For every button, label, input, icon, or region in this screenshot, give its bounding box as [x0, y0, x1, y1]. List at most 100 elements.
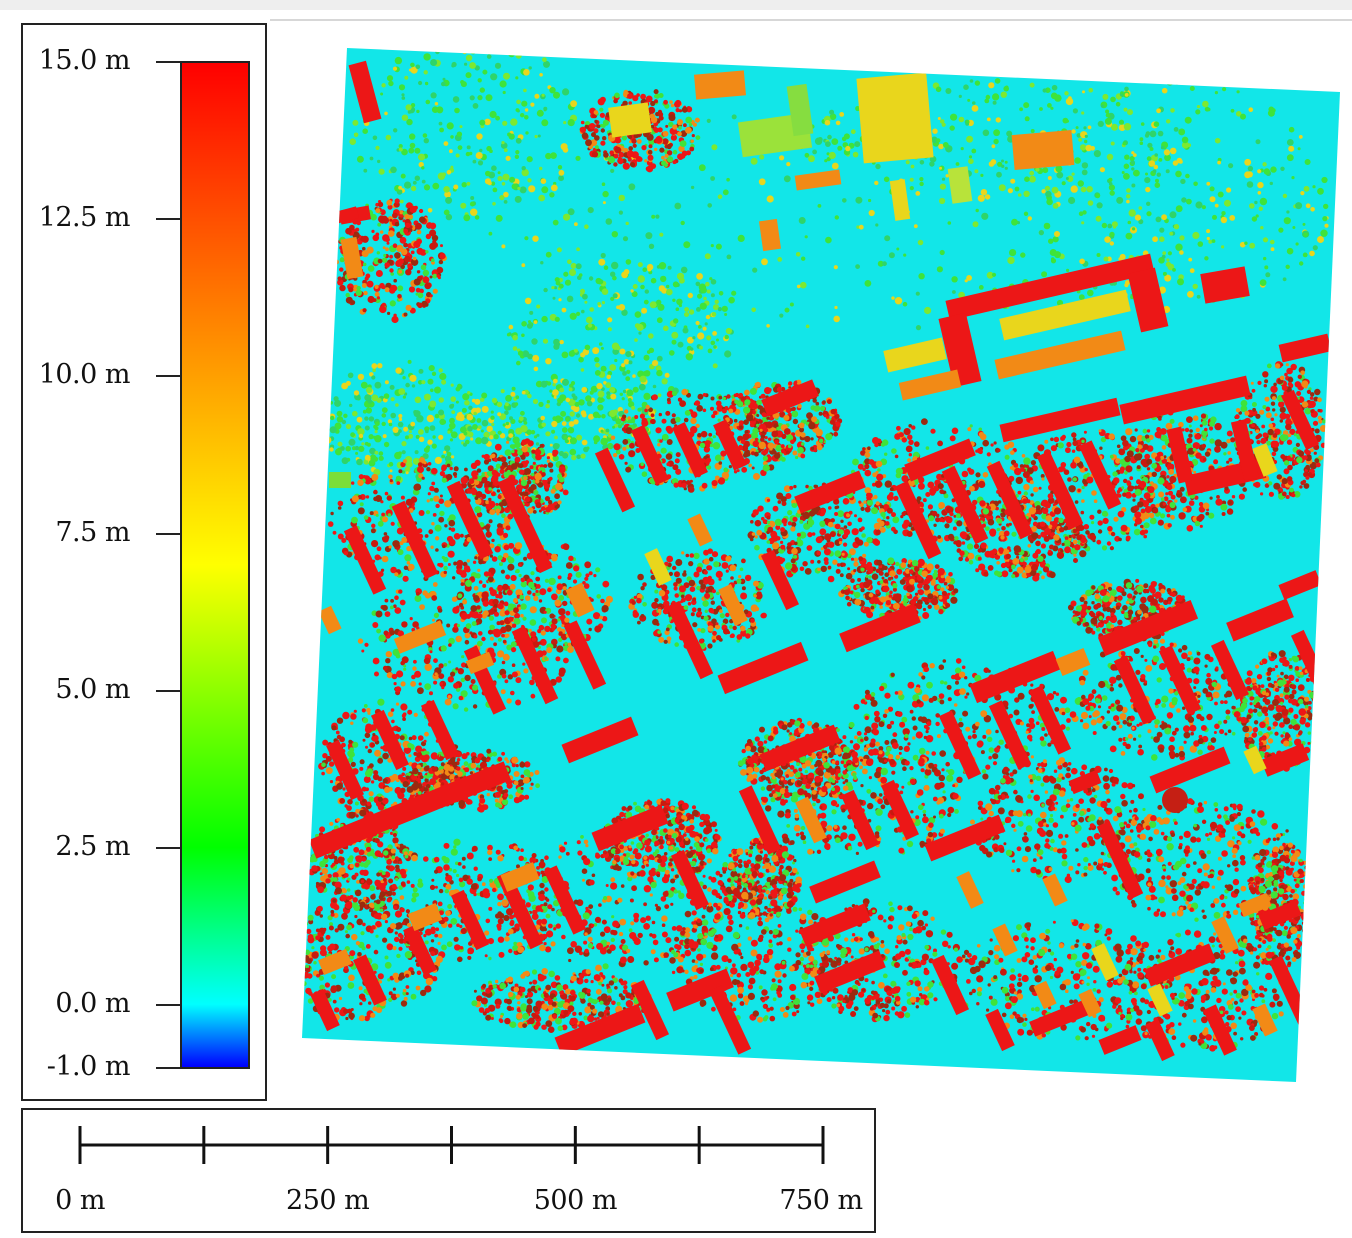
- vegetation-point: [710, 244, 714, 248]
- vegetation-point: [1109, 190, 1115, 196]
- vegetation-point: [600, 252, 606, 259]
- vegetation-point: [612, 293, 618, 299]
- vegetation-point: [1131, 183, 1136, 188]
- vegetation-point: [488, 231, 493, 236]
- vegetation-point: [966, 275, 972, 281]
- vegetation-point: [501, 182, 506, 186]
- vegetation-point: [902, 301, 908, 307]
- vegetation-point: [1161, 214, 1167, 221]
- vegetation-point: [766, 324, 770, 328]
- vegetation-point: [1081, 162, 1089, 169]
- vegetation-point: [826, 157, 831, 162]
- vegetation-point: [868, 209, 875, 217]
- vegetation-point: [1096, 202, 1103, 209]
- vegetation-point: [1116, 196, 1124, 204]
- vegetation-point: [981, 212, 989, 220]
- vegetation-point: [1162, 251, 1167, 256]
- vegetation-point: [519, 186, 527, 194]
- vegetation-point: [1027, 216, 1033, 221]
- vegetation-point: [896, 247, 900, 251]
- vegetation-point: [1068, 196, 1076, 205]
- vegetation-point: [1214, 203, 1219, 208]
- vegetation-point: [796, 284, 801, 289]
- vegetation-point: [972, 221, 979, 228]
- vegetation-point: [1138, 206, 1143, 210]
- vegetation-point: [801, 256, 806, 261]
- vegetation-point: [766, 195, 774, 203]
- vegetation-point: [495, 214, 503, 222]
- vegetation-point: [651, 214, 656, 219]
- vegetation-point: [1078, 294, 1085, 301]
- vegetation-point: [779, 313, 784, 318]
- map-area: [302, 48, 1340, 1082]
- vegetation-point: [707, 203, 712, 208]
- vegetation-point: [683, 241, 691, 249]
- vegetation-point: [605, 218, 613, 225]
- vegetation-point: [1017, 193, 1022, 197]
- vegetation-point: [655, 214, 660, 219]
- vegetation-point: [978, 285, 984, 290]
- vegetation-point: [704, 253, 711, 260]
- vegetation-point: [1158, 257, 1165, 264]
- vegetation-point: [540, 261, 544, 265]
- vegetation-point: [1047, 176, 1052, 180]
- vegetation-point: [1020, 252, 1026, 258]
- vegetation-point: [750, 157, 758, 165]
- vegetation-point: [842, 198, 847, 203]
- vegetation-point: [722, 189, 729, 196]
- vegetation-point: [715, 243, 722, 250]
- vegetation-point: [731, 114, 737, 120]
- vegetation-point: [991, 272, 997, 277]
- vegetation-point: [833, 265, 838, 270]
- vegetation-point: [952, 290, 956, 294]
- vegetation-point: [552, 219, 559, 226]
- vegetation-point: [795, 252, 801, 257]
- vegetation-point: [1101, 222, 1108, 229]
- vegetation-point: [875, 223, 879, 227]
- vegetation-point: [752, 267, 758, 273]
- vegetation-point: [812, 149, 817, 155]
- vegetation-point: [710, 279, 717, 285]
- vegetation-point: [800, 281, 807, 289]
- frame-line: [270, 19, 1352, 21]
- vegetation-point: [618, 194, 625, 202]
- vegetation-point: [709, 277, 713, 281]
- vegetation-point: [1066, 175, 1074, 183]
- vegetation-point: [913, 224, 918, 229]
- vegetation-point: [737, 234, 745, 242]
- vegetation-point: [903, 253, 907, 257]
- vegetation-point: [1052, 236, 1059, 243]
- vegetation-point: [501, 244, 506, 249]
- vegetation-point: [611, 231, 618, 238]
- vegetation-point: [1165, 169, 1170, 174]
- vegetation-point: [855, 264, 860, 269]
- vegetation-point: [888, 252, 895, 259]
- vegetation-point: [789, 302, 794, 307]
- vegetation-point: [804, 152, 810, 158]
- vegetation-point: [1146, 201, 1151, 206]
- vegetation-point: [711, 144, 718, 151]
- vegetation-point: [1208, 239, 1213, 244]
- vegetation-point: [1224, 199, 1231, 207]
- vegetation-point: [1201, 205, 1206, 210]
- vegetation-point: [833, 315, 840, 323]
- vegetation-point: [628, 183, 636, 191]
- vegetation-point: [1169, 211, 1177, 219]
- vegetation-point: [759, 154, 765, 160]
- top-border: [0, 0, 1352, 10]
- vegetation-point: [975, 208, 979, 213]
- vegetation-point: [784, 307, 790, 313]
- vegetation-point: [856, 225, 860, 229]
- vegetation-point: [779, 155, 785, 161]
- vegetation-point: [834, 215, 839, 220]
- vegetation-point: [951, 276, 958, 283]
- vegetation-point: [883, 176, 890, 183]
- vegetation-point: [947, 221, 952, 225]
- vegetation-point: [984, 194, 991, 200]
- vegetation-point: [915, 291, 920, 296]
- vegetation-point: [858, 224, 864, 230]
- vegetation-point: [924, 306, 932, 315]
- vegetation-point: [777, 257, 783, 262]
- vegetation-point: [937, 117, 941, 120]
